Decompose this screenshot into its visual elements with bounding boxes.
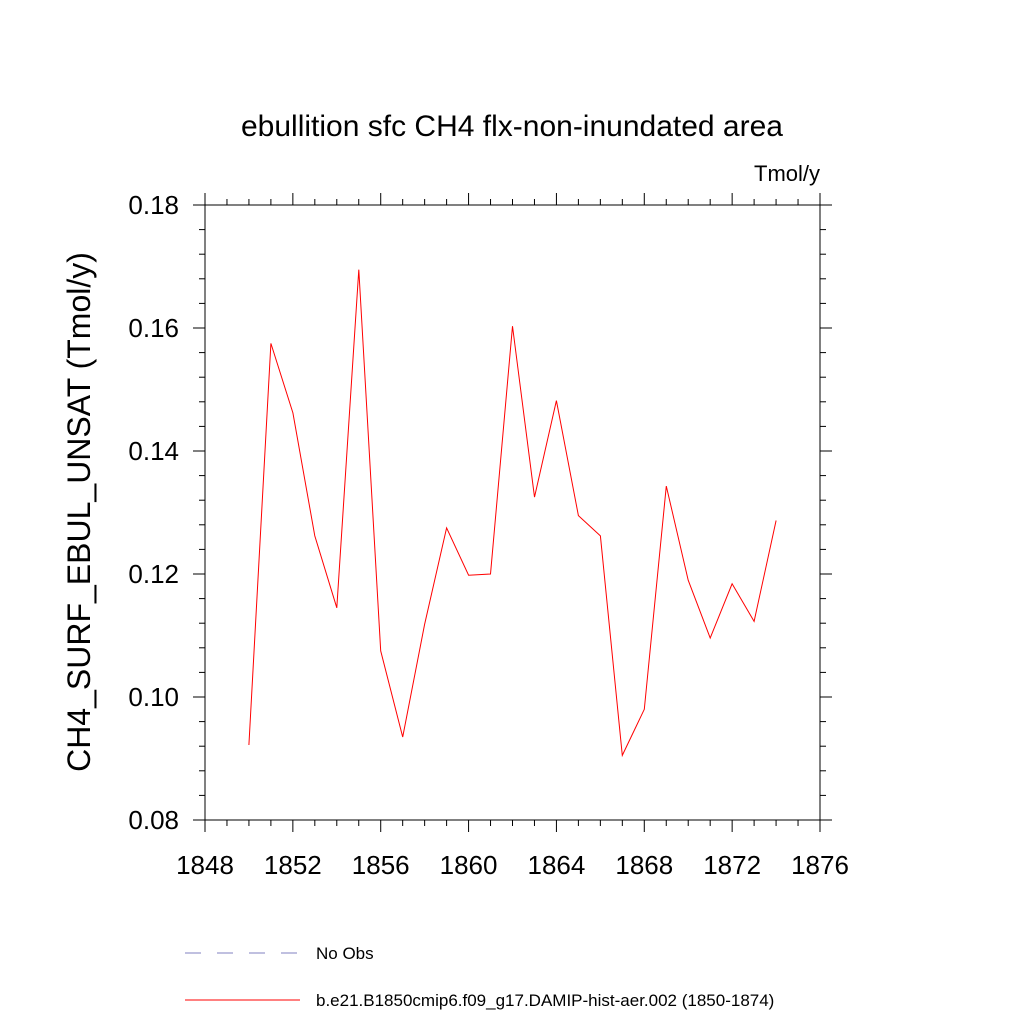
- y-tick-label: 0.12: [128, 559, 179, 589]
- y-tick-label: 0.14: [128, 436, 179, 466]
- legend-label: b.e21.B1850cmip6.f09_g17.DAMIP-hist-aer.…: [316, 991, 774, 1010]
- y-tick-label: 0.16: [128, 313, 179, 343]
- x-tick-label: 1868: [615, 850, 673, 880]
- legend-label: No Obs: [316, 944, 374, 963]
- y-tick-label: 0.08: [128, 805, 179, 835]
- series-line: [248, 269, 777, 758]
- y-axis-label: CH4_SURF_EBUL_UNSAT (Tmol/y): [61, 252, 97, 772]
- y-tick-label: 0.10: [128, 682, 179, 712]
- x-tick-label: 1864: [528, 850, 586, 880]
- x-tick-label: 1848: [176, 850, 234, 880]
- axes: 1848 1852 1856 1860 1864 1868 1872 1876 0.08 0.10…: [128, 190, 849, 880]
- x-tick-label: 1852: [264, 850, 322, 880]
- x-tick-label: 1860: [440, 850, 498, 880]
- legend: No Obs b.e21.B1850cmip6.f09_g17.DAMIP-his…: [185, 944, 774, 1010]
- y-tick-label: 0.18: [128, 190, 179, 220]
- series-layer: [248, 269, 777, 758]
- plot-frame: [204, 204, 821, 821]
- x-tick-label: 1876: [791, 850, 849, 880]
- chart-title: ebullition sfc CH4 flx-non-inundated are…: [241, 110, 783, 143]
- units-label: Tmol/y: [754, 161, 820, 186]
- x-tick-label: 1856: [352, 850, 410, 880]
- x-tick-label: 1872: [703, 850, 761, 880]
